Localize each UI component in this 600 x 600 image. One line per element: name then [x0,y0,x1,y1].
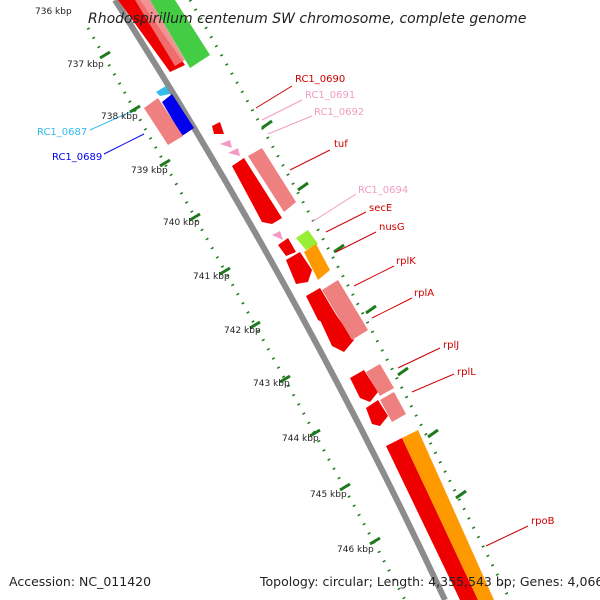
gene-rplj-salmon[interactable] [366,364,394,396]
gene-label-rc1-0692[interactable]: RC1_0692 [314,107,364,118]
gene-rpll-salmon[interactable] [380,392,406,422]
scale-label-740: 740 kbp [163,218,200,228]
gene-rc1-0689[interactable] [162,94,194,136]
gene-rplj[interactable] [350,370,378,402]
gene-green-top[interactable] [150,0,210,68]
gene-rpob-orange[interactable] [402,430,494,600]
scale-label-739: 739 kbp [131,166,168,176]
scale-label-743: 743 kbp [253,379,290,389]
gene-rc1-0687[interactable] [156,86,170,96]
gene-rc1-0692[interactable] [228,148,240,156]
gene-label-rpla[interactable]: rplA [414,288,434,299]
gene-rc1-0691[interactable] [220,140,232,148]
outer-ticks [261,119,467,500]
chromosome-backbone [112,0,448,600]
gene-rc1-0694[interactable] [272,231,283,240]
gene-label-nusg[interactable]: nusG [379,222,405,233]
gene-rc1-0690[interactable] [212,122,224,134]
gene-rpll[interactable] [366,400,388,426]
scale-label-737: 737 kbp [67,60,104,70]
inner-ticks [99,50,381,546]
scale-label-746: 746 kbp [337,545,374,555]
gene-rplk[interactable] [286,252,312,284]
gene-tuf-salmon[interactable] [248,148,296,212]
leader-lines [89,85,529,547]
gene-rpla-salmon[interactable] [322,280,368,340]
accession-text: Accession: NC_011420 [9,574,151,589]
gene-label-rplk[interactable]: rplK [396,256,416,267]
gene-tuf-red[interactable] [232,158,282,224]
scale-label-744: 744 kbp [282,434,319,444]
gene-label-rc1-0690[interactable]: RC1_0690 [295,74,345,85]
gene-label-rpll[interactable]: rplL [457,367,476,378]
topology-text: Topology: circular; Length: 4,355,543 bp… [259,574,600,589]
scale-label-738: 738 kbp [101,112,138,122]
gene-sece[interactable] [278,238,296,256]
gene-lime[interactable] [296,230,318,250]
gene-label-rc1-0689[interactable]: RC1_0689 [52,152,102,163]
gene-label-rplj[interactable]: rplJ [443,340,459,351]
gene-label-rpob[interactable]: rpoB [531,516,555,527]
inner-guide-line [86,27,407,600]
scale-label-736: 736 kbp [35,7,72,17]
gene-rpob-red[interactable] [386,438,478,600]
gene-salmon-top[interactable] [135,0,185,66]
gene-salmon-left[interactable] [144,98,183,145]
gene-nusg[interactable] [304,244,330,280]
gene-label-sece[interactable]: secE [369,203,392,214]
gene-rpla-red2[interactable] [320,312,354,352]
gene-label-rc1-0691[interactable]: RC1_0691 [305,90,355,101]
gene-label-rc1-0687[interactable]: RC1_0687 [37,127,87,138]
map-title: Rhodospirillum centenum SW chromosome, c… [88,11,527,27]
gene-label-rc1-0694[interactable]: RC1_0694 [358,185,408,196]
gene-label-tuf[interactable]: tuf [334,139,348,150]
scale-label-741: 741 kbp [193,272,230,282]
scale-label-745: 745 kbp [310,490,347,500]
scale-label-742: 742 kbp [224,326,261,336]
